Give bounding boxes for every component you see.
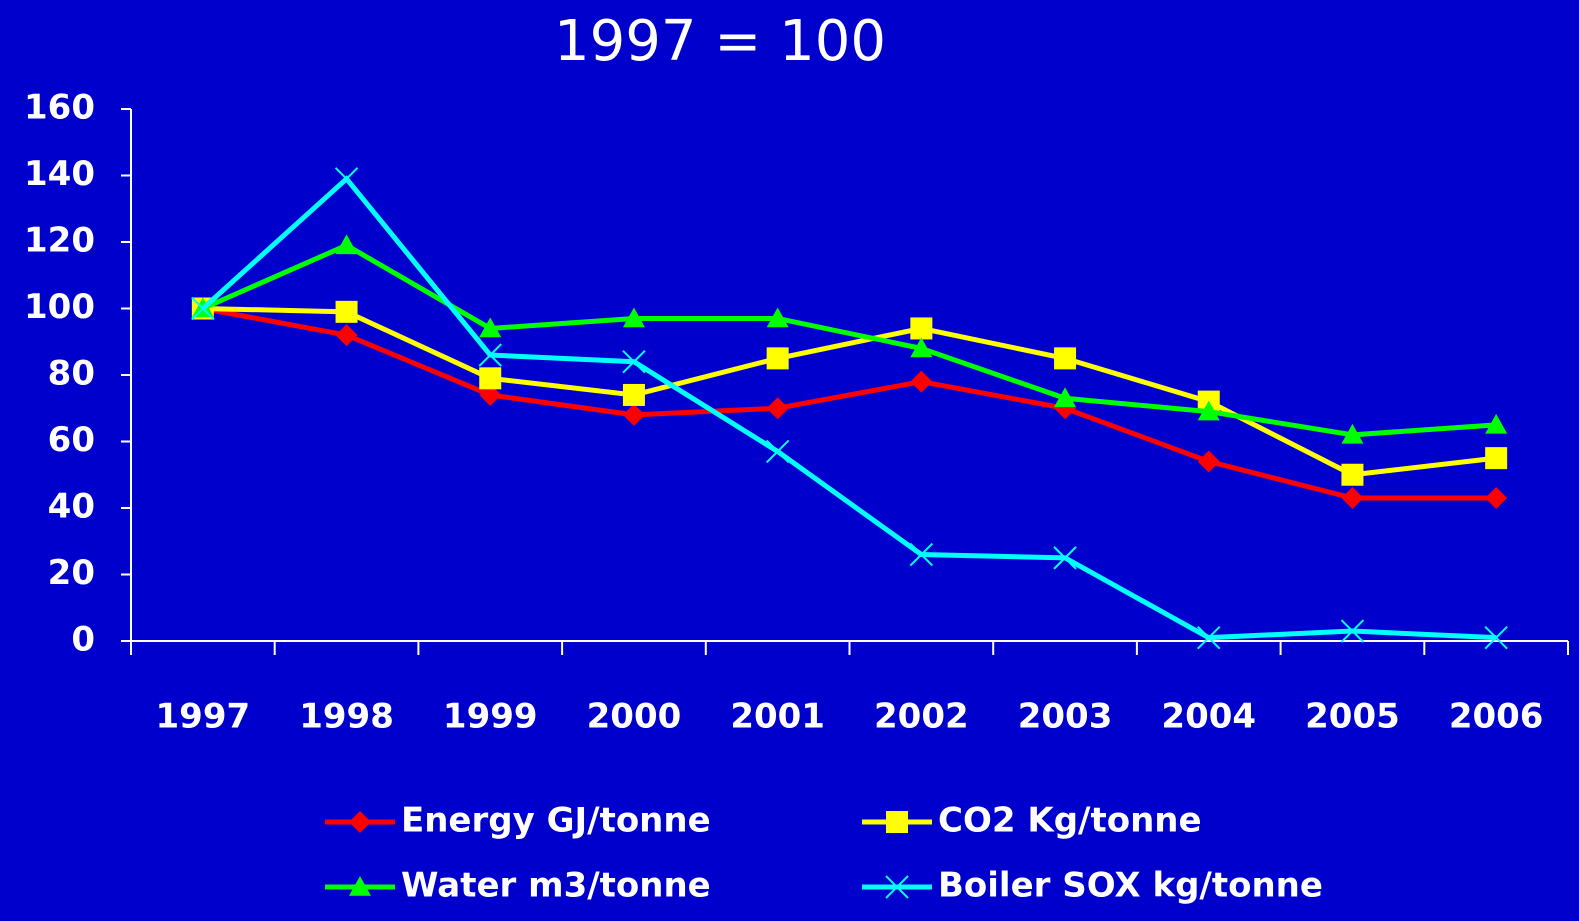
marker — [479, 367, 502, 390]
marker — [335, 234, 358, 255]
legend-label: Boiler SOX kg/tonne — [938, 866, 1323, 906]
legend-label: Energy GJ/tonne — [401, 801, 711, 841]
x-tick-label: 2001 — [730, 697, 825, 737]
marker — [886, 811, 908, 833]
x-tick-label: 2005 — [1305, 697, 1400, 737]
marker — [910, 337, 933, 358]
marker — [765, 439, 790, 464]
marker — [1054, 387, 1077, 408]
x-tick-label: 2002 — [874, 697, 969, 737]
marker — [766, 347, 789, 370]
marker — [885, 875, 909, 899]
marker — [191, 296, 215, 321]
marker — [1341, 423, 1364, 444]
y-tick-label: 120 — [24, 221, 95, 261]
legend-item: CO2 Kg/tonne — [862, 801, 1202, 841]
marker — [910, 317, 933, 340]
marker — [1485, 413, 1508, 434]
y-tick-label: 20 — [48, 553, 95, 593]
x-tick-label: 2003 — [1018, 697, 1113, 737]
legend-item: Water m3/tonne — [325, 866, 711, 906]
marker — [1485, 487, 1508, 510]
marker — [1053, 546, 1077, 570]
series-line — [202, 306, 1497, 478]
chart-title: 1997 = 100 — [554, 9, 886, 74]
legend-item: Energy GJ/tonne — [325, 801, 711, 841]
marker — [622, 349, 646, 374]
x-tick-label: 1999 — [443, 697, 538, 737]
marker — [478, 343, 502, 367]
y-tick-label: 40 — [48, 487, 95, 527]
marker — [909, 542, 934, 567]
marker — [766, 397, 789, 420]
marker — [335, 324, 358, 347]
marker — [479, 317, 502, 338]
marker — [1197, 625, 1221, 650]
marker — [1054, 347, 1077, 370]
x-tick-label: 2000 — [587, 697, 682, 737]
marker — [910, 370, 933, 393]
marker — [1341, 487, 1364, 510]
marker — [622, 307, 645, 328]
y-tick-label: 80 — [48, 354, 95, 394]
marker — [622, 403, 645, 426]
legend-label: CO2 Kg/tonne — [938, 801, 1202, 841]
legend-label: Water m3/tonne — [401, 866, 711, 906]
x-tick-label: 1998 — [299, 697, 394, 737]
y-tick-label: 0 — [71, 620, 95, 660]
marker — [766, 307, 789, 328]
y-tick-label: 160 — [24, 88, 95, 128]
series-line — [202, 306, 1497, 501]
legend-item: Boiler SOX kg/tonne — [862, 866, 1323, 906]
marker — [335, 300, 358, 323]
marker — [479, 383, 502, 406]
marker — [1197, 450, 1220, 473]
y-tick-label: 100 — [24, 287, 95, 327]
series-line — [201, 175, 1497, 641]
x-tick-label: 2006 — [1449, 697, 1544, 737]
x-tick-label: 2004 — [1161, 697, 1256, 737]
y-tick-label: 60 — [48, 420, 95, 460]
marker — [1484, 625, 1508, 650]
marker — [349, 811, 371, 833]
series-line — [201, 242, 1497, 438]
marker — [1197, 400, 1220, 421]
marker — [334, 167, 359, 191]
x-tick-label: 1997 — [156, 697, 251, 737]
marker — [349, 876, 371, 896]
marker — [622, 383, 645, 406]
y-tick-label: 140 — [24, 154, 95, 194]
marker — [1340, 619, 1365, 643]
marker — [1485, 447, 1508, 470]
marker — [1341, 463, 1364, 486]
